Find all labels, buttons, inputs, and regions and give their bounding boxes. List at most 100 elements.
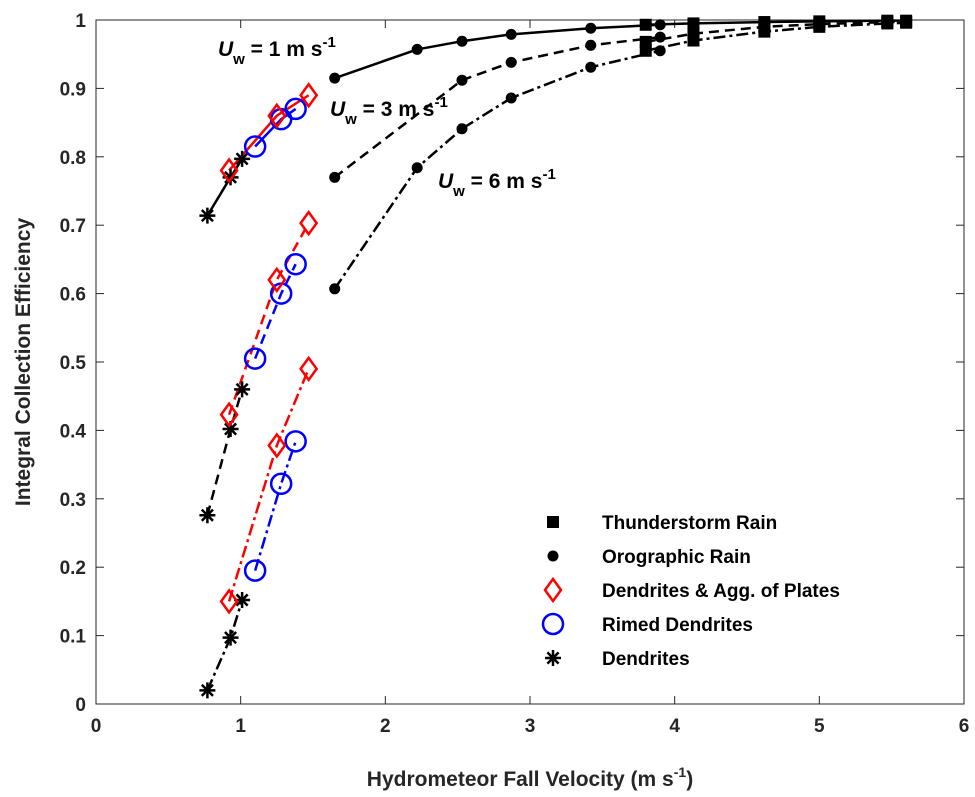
- dot-marker: [329, 171, 341, 183]
- legend-label: Thunderstorm Rain: [602, 513, 777, 534]
- square-marker: [639, 18, 652, 31]
- diamond-marker: [543, 576, 563, 604]
- annotation-text: U: [218, 38, 234, 61]
- circle-marker: [284, 430, 307, 453]
- asterisk-marker: [234, 381, 251, 398]
- diamond-marker: [219, 157, 239, 184]
- asterisk-marker: [234, 592, 251, 609]
- y-axis-label: Integral Collection Efficiency: [12, 218, 35, 507]
- series-line: [227, 368, 310, 602]
- diamond-marker: [219, 588, 239, 615]
- annotation: Uw = 1 m s-1: [218, 34, 336, 68]
- dot-marker: [411, 43, 423, 55]
- annotation-text: U: [438, 170, 454, 193]
- asterisk-marker: [234, 150, 251, 167]
- diamond-marker: [267, 102, 287, 129]
- circle-marker: [269, 472, 293, 496]
- asterisk-marker: [545, 650, 561, 666]
- dot-marker: [585, 22, 597, 34]
- dot-marker: [547, 550, 559, 562]
- dot-marker: [505, 56, 517, 68]
- diamond-marker: [267, 266, 287, 294]
- x-tick-label: 0: [91, 716, 102, 737]
- annotation-text: = 3 m s: [357, 98, 435, 121]
- square-marker: [687, 17, 700, 30]
- square-marker: [881, 17, 894, 30]
- asterisk-marker: [199, 207, 216, 224]
- dot-marker: [505, 28, 517, 40]
- y-tick-label: 0.3: [60, 490, 86, 511]
- x-tick-label: 2: [380, 716, 391, 737]
- circle-marker: [284, 97, 307, 121]
- annotation-sub: w: [344, 111, 357, 128]
- x-axis-label-text: Hydrometeor Fall Velocity (m s: [367, 768, 674, 791]
- x-tick-label: 3: [525, 716, 536, 737]
- series-line: [333, 49, 661, 290]
- square-marker: [639, 44, 652, 57]
- circle-marker: [284, 252, 307, 276]
- asterisk-marker: [222, 169, 239, 186]
- dot-marker: [329, 72, 341, 84]
- y-tick-label: 0.2: [60, 558, 86, 579]
- legend-label: Orographic Rain: [602, 547, 751, 568]
- legend-label: Dendrites & Agg. of Plates: [602, 581, 840, 602]
- annotation: Uw = 6 m s-1: [438, 166, 556, 200]
- x-tick-label: 1: [235, 716, 246, 737]
- x-tick-label: 6: [959, 716, 970, 737]
- annotation-sub: w: [452, 183, 465, 200]
- diamond-marker: [299, 210, 319, 237]
- plot-area: [95, 19, 965, 705]
- x-axis-label-sup: -1: [674, 764, 687, 780]
- y-tick-label: 0: [75, 695, 86, 716]
- square-marker: [900, 16, 913, 29]
- dot-marker: [654, 19, 666, 31]
- circle-marker: [243, 347, 267, 370]
- diamond-marker: [267, 432, 287, 459]
- series-line: [253, 440, 297, 571]
- series-line: [334, 23, 661, 80]
- annotation-text: = 6 m s: [465, 170, 543, 193]
- y-tick-label: 0.9: [60, 79, 86, 100]
- x-tick-label: 5: [814, 716, 825, 737]
- y-tick-label: 0.4: [60, 421, 87, 442]
- circle-marker: [243, 559, 267, 582]
- circle-marker: [243, 135, 267, 158]
- diamond-marker: [219, 401, 239, 428]
- x-tick-label: 4: [669, 716, 680, 737]
- y-tick-label: 0.6: [60, 285, 86, 306]
- dot-marker: [329, 283, 341, 295]
- diamond-marker: [299, 82, 319, 109]
- annotation-sup: -1: [542, 166, 555, 183]
- dot-marker: [585, 61, 597, 73]
- dot-marker: [456, 123, 468, 135]
- legend-label: Rimed Dendrites: [602, 615, 753, 636]
- y-tick-label: 0.5: [60, 353, 87, 374]
- annotation-text: U: [330, 98, 346, 121]
- asterisk-marker: [222, 421, 239, 438]
- dot-marker: [456, 35, 468, 47]
- square-marker: [687, 34, 700, 47]
- dot-marker: [505, 92, 517, 104]
- legend-label: Dendrites: [602, 649, 690, 670]
- dot-marker: [456, 74, 468, 86]
- dot-marker: [411, 162, 423, 174]
- x-axis-label: Hydrometeor Fall Velocity (m s-1): [367, 764, 693, 791]
- y-tick-label: 0.7: [60, 216, 86, 237]
- diamond-marker: [299, 355, 319, 382]
- x-axis-label-text: ): [686, 768, 693, 791]
- series-line: [253, 263, 297, 360]
- annotation-text: = 1 m s: [245, 38, 323, 61]
- y-tick-label: 0.1: [60, 627, 87, 648]
- annotation-sub: w: [232, 51, 245, 68]
- asterisk-marker: [222, 629, 239, 646]
- square-marker: [758, 25, 771, 38]
- series-line: [228, 94, 310, 172]
- asterisk-marker: [199, 682, 216, 699]
- asterisk-marker: [199, 507, 216, 524]
- annotation-sup: -1: [322, 34, 335, 51]
- dot-marker: [585, 39, 597, 51]
- y-tick-label: 1: [75, 11, 86, 32]
- y-tick-label: 0.8: [60, 148, 86, 169]
- square-marker: [547, 516, 559, 528]
